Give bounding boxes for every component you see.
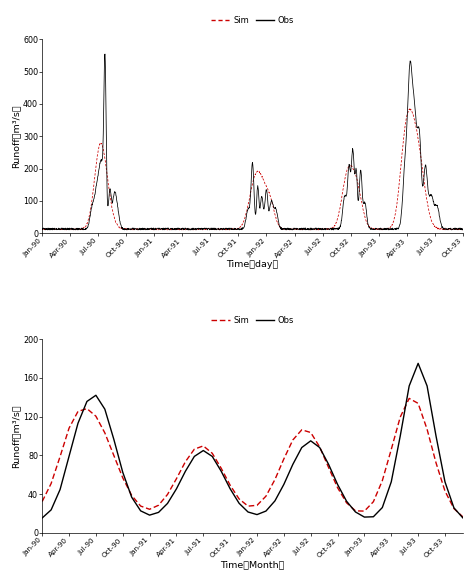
X-axis label: Time（day）: Time（day）: [227, 260, 279, 269]
X-axis label: Time（Month）: Time（Month）: [220, 560, 285, 569]
Legend: Sim, Obs: Sim, Obs: [208, 312, 297, 328]
Legend: Sim, Obs: Sim, Obs: [208, 13, 297, 28]
Y-axis label: Runoff（m³/s）: Runoff（m³/s）: [11, 104, 20, 168]
Y-axis label: Runoff（m³/s）: Runoff（m³/s）: [11, 404, 20, 468]
